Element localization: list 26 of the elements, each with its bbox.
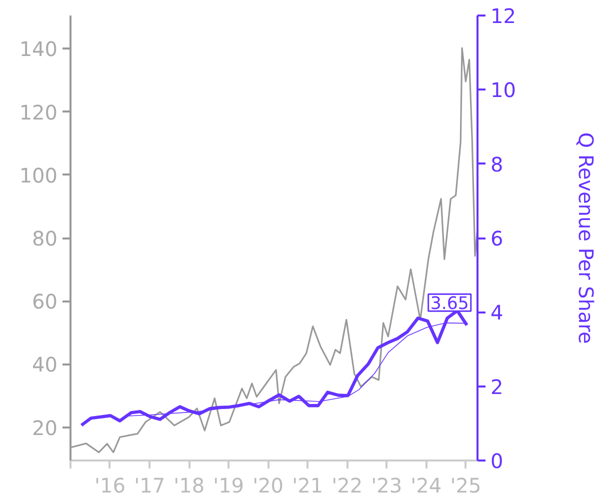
y2-tick-label: 4 <box>490 300 504 325</box>
y-tick-label: 100 <box>19 163 58 188</box>
data-label: 3.65 <box>430 294 469 314</box>
x-tick-label: '20 <box>252 474 284 498</box>
y-tick-label: 20 <box>32 416 58 440</box>
y2-tick-label: 2 <box>490 374 504 399</box>
x-tick-label: '23 <box>371 474 402 498</box>
x-tick-label: '19 <box>213 474 244 498</box>
x-tick-label: '21 <box>292 474 324 498</box>
y-tick-label: 140 <box>19 37 58 62</box>
y2-tick-label: 12 <box>490 4 516 28</box>
x-tick-label: '17 <box>134 474 166 498</box>
x-tick-label: '22 <box>332 474 363 498</box>
y2-axis-title: Q Revenue Per Share <box>574 132 598 344</box>
y-tick-label: 60 <box>32 290 58 314</box>
x-tick-label: '25 <box>450 474 482 498</box>
x-tick-label: '18 <box>174 474 205 498</box>
x-tick-label: '16 <box>94 474 126 498</box>
y2-tick-label: 0 <box>490 449 504 473</box>
x-tick-label: '24 <box>410 474 442 498</box>
y-tick-label: 40 <box>32 352 58 377</box>
y2-tick-label: 6 <box>490 226 504 250</box>
y2-tick-label: 8 <box>490 152 504 176</box>
y-tick-label: 80 <box>32 226 58 250</box>
y2-tick-label: 10 <box>490 78 516 102</box>
y-tick-label: 120 <box>19 100 58 124</box>
